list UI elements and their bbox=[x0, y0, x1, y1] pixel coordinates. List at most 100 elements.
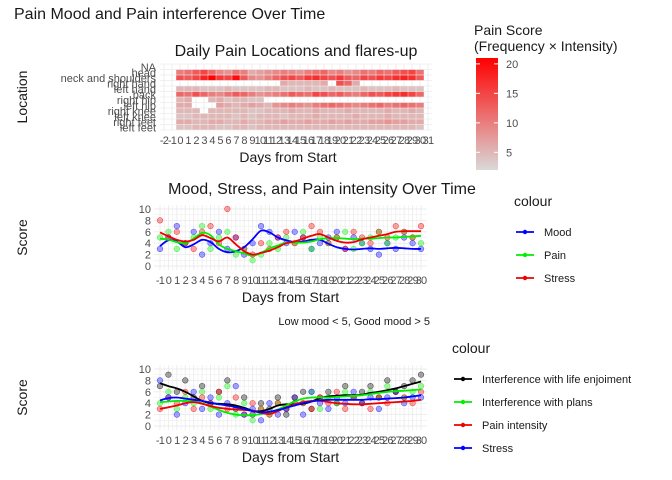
interference-chart-point bbox=[224, 377, 231, 384]
heatmap-cell bbox=[184, 108, 192, 114]
heatmap-cell bbox=[208, 91, 216, 97]
heatmap-cell bbox=[392, 69, 400, 75]
heatmap-cell bbox=[344, 69, 352, 75]
heatmap-x-tick-label: 27 bbox=[391, 135, 402, 147]
heatmap-cell bbox=[360, 124, 368, 130]
heatmap-cell bbox=[304, 124, 312, 130]
interference-chart-point bbox=[207, 394, 214, 401]
interference-chart-point bbox=[190, 388, 197, 395]
heatmap-cell bbox=[296, 80, 304, 86]
heatmap-cell bbox=[408, 75, 416, 81]
heatmap-cell bbox=[240, 108, 248, 114]
heatmap-y-tick-label: right knee bbox=[108, 106, 156, 118]
heatmap-cell bbox=[184, 102, 192, 108]
interference-chart-x-tick-label: 23 bbox=[357, 435, 368, 447]
heatmap-x-tick-label: 5 bbox=[217, 135, 223, 147]
heatmap-cell bbox=[256, 86, 264, 92]
interference-chart-legend-key-point bbox=[460, 399, 466, 405]
heatmap-cell bbox=[416, 124, 424, 130]
mood-chart-point bbox=[392, 223, 399, 230]
heatmap-cell bbox=[336, 86, 344, 92]
heatmap-cell bbox=[264, 113, 272, 119]
heatmap-cell bbox=[232, 102, 240, 108]
mood-chart-point bbox=[417, 223, 425, 230]
heatmap-cell bbox=[192, 119, 200, 125]
heatmap-cell bbox=[232, 124, 240, 130]
heatmap-y-tick-label: right hand bbox=[107, 78, 156, 90]
heatmap-cell bbox=[344, 119, 352, 125]
heatmap-cell bbox=[320, 113, 328, 119]
interference-chart-point bbox=[274, 394, 281, 401]
heatmap-cell bbox=[232, 69, 240, 75]
heatmap-cell bbox=[408, 108, 416, 114]
heatmap-cell bbox=[360, 108, 368, 114]
mood-chart-x-axis-label: Days from Start bbox=[242, 289, 339, 305]
heatmap-cell bbox=[256, 97, 264, 103]
heatmap-x-tick-label: 22 bbox=[351, 135, 362, 147]
heatmap-cell bbox=[344, 75, 352, 81]
heatmap-x-tick-label: 4 bbox=[209, 135, 215, 147]
heatmap-cell bbox=[384, 69, 392, 75]
heatmap-cell bbox=[376, 119, 384, 125]
interference-chart-point bbox=[173, 411, 180, 418]
heatmap-cell bbox=[248, 75, 256, 81]
page-title: Pain Mood and Pain interference Over Tim… bbox=[14, 6, 326, 23]
interference-chart-x-tick-label: 2 bbox=[183, 435, 189, 447]
interference-chart-legend-title: colour bbox=[452, 340, 490, 356]
heatmap-cell bbox=[336, 69, 344, 75]
mood-chart-x-tick-label: 5 bbox=[208, 275, 214, 287]
mood-chart-point bbox=[342, 228, 349, 235]
interference-chart-point bbox=[266, 400, 273, 407]
mood-chart-x-tick-label: 10 bbox=[247, 275, 258, 287]
mood-chart-point bbox=[291, 228, 298, 235]
heatmap-cell bbox=[376, 108, 384, 114]
heatmap-legend-title: (Frequency × Intensity) bbox=[474, 38, 618, 54]
heatmap-cell bbox=[384, 91, 392, 97]
mood-chart-x-tick-label: 6 bbox=[216, 275, 222, 287]
heatmap-cell bbox=[224, 69, 232, 75]
interference-chart-x-tick-label: 29 bbox=[407, 435, 418, 447]
mood-chart-y-tick-label: 6 bbox=[145, 227, 151, 239]
mood-chart-y-tick-label: 8 bbox=[145, 215, 151, 227]
mood-chart-legend-label: Pain bbox=[544, 250, 566, 262]
heatmap-cell bbox=[272, 86, 280, 92]
heatmap-cell bbox=[384, 86, 392, 92]
heatmap-cell bbox=[208, 86, 216, 92]
interference-chart-point bbox=[325, 388, 332, 395]
heatmap-y-tick-label: right feet bbox=[113, 117, 156, 129]
heatmap-cell bbox=[240, 91, 248, 97]
interference-chart-x-tick-label: 17 bbox=[306, 435, 317, 447]
heatmap-cell bbox=[368, 119, 376, 125]
heatmap-cell bbox=[416, 119, 424, 125]
heatmap-cell bbox=[264, 119, 272, 125]
mood-chart-point bbox=[257, 223, 265, 230]
mood-chart-point bbox=[300, 228, 307, 235]
heatmap-cell bbox=[384, 124, 392, 130]
heatmap-cell bbox=[312, 75, 320, 81]
interference-chart-x-tick-label: 27 bbox=[390, 435, 401, 447]
interference-chart-point bbox=[283, 411, 290, 418]
heatmap-cell bbox=[296, 75, 304, 81]
heatmap-cell bbox=[224, 108, 232, 114]
interference-chart-y-tick-label: 6 bbox=[145, 387, 151, 399]
mood-chart-point bbox=[173, 223, 180, 230]
heatmap-legend-title: Pain Score bbox=[474, 22, 543, 38]
interference-chart-point bbox=[198, 388, 206, 395]
interference-chart-point bbox=[384, 377, 391, 384]
heatmap-cell bbox=[368, 108, 376, 114]
interference-chart-x-tick-label: 22 bbox=[348, 435, 359, 447]
mood-chart-point bbox=[409, 240, 416, 247]
heatmap-cell bbox=[400, 108, 408, 114]
heatmap-cell bbox=[376, 91, 384, 97]
interference-chart-point bbox=[300, 388, 307, 395]
heatmap-cell bbox=[376, 113, 384, 119]
heatmap-cell bbox=[264, 86, 272, 92]
interference-chart-legend-label: Interference with plans bbox=[482, 397, 593, 409]
heatmap-cell bbox=[176, 102, 184, 108]
heatmap-cell bbox=[336, 124, 344, 130]
interference-chart-x-tick-label: 1 bbox=[174, 435, 180, 447]
heatmap-cell bbox=[328, 102, 336, 108]
heatmap-cell bbox=[312, 86, 320, 92]
